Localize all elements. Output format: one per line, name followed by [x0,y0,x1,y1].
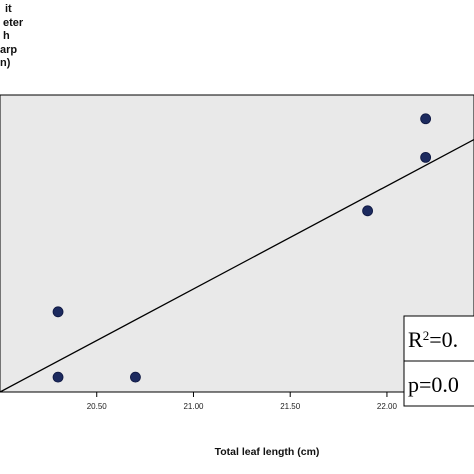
data-point [362,205,373,217]
x-tick-label: 22.00 [377,402,398,411]
data-point [420,113,432,125]
x-tick-label: 21.50 [280,402,301,411]
stats-box: R2=0. p=0.0 [403,315,474,407]
y-axis-label-line: h [3,30,10,42]
p-value: p=0.0 [408,372,459,397]
y-axis-label-line: n) [0,57,11,69]
data-point [420,151,432,163]
r-squared-value: R2=0. [408,327,458,352]
regression-line [0,138,474,393]
r-squared-box [403,315,474,362]
y-axis-label-line: it [5,3,12,15]
data-point [52,306,64,318]
y-axis-label-line: arp [0,43,18,56]
x-axis-label: Total leaf length (cm) [215,446,320,458]
data-point [52,371,64,383]
p-value-box [403,360,474,407]
x-tick-label: 20.50 [87,402,108,411]
plot-area [0,94,474,393]
x-tick-label: 21.00 [183,402,204,411]
data-point [130,371,141,383]
y-axis-label-line: eter [3,16,24,29]
